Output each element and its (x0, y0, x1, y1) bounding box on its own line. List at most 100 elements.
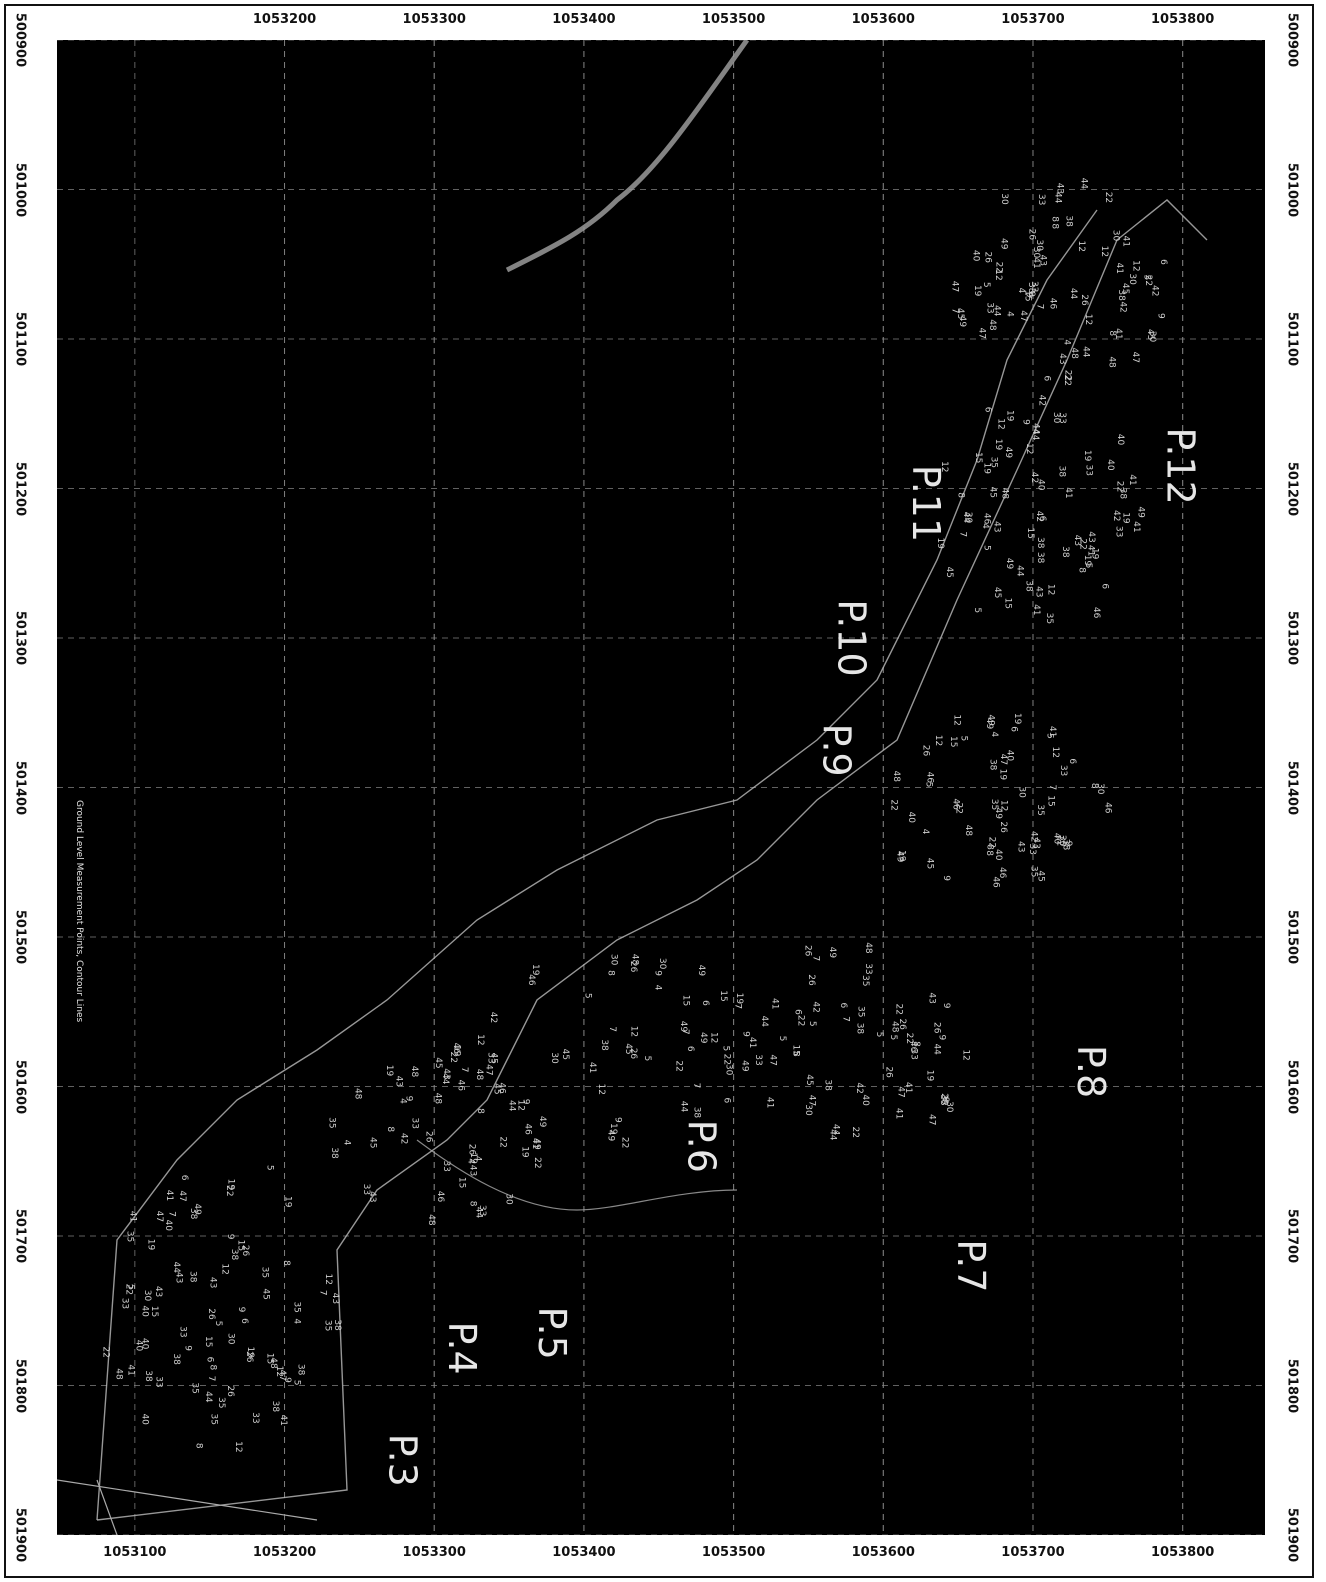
measurement-point: 48 (1069, 347, 1079, 359)
measurement-point: 4 (1061, 339, 1071, 345)
measurement-point: 7 (167, 1211, 177, 1217)
measurement-point: 26 (983, 252, 993, 264)
measurement-point: 26 (931, 1022, 941, 1034)
measurement-point: 19 (468, 1152, 478, 1164)
measurement-point: 22 (224, 1185, 234, 1196)
measurement-point: 33 (486, 1052, 496, 1063)
measurement-point: 46 (435, 1191, 445, 1203)
measurement-point: 42 (488, 1012, 498, 1023)
measurement-point: 26 (1027, 229, 1037, 241)
measurement-point: 47 (807, 1095, 817, 1106)
measurement-point: 30 (225, 1333, 235, 1345)
measurement-point: 9 (612, 1117, 622, 1123)
measurement-point: 47 (977, 328, 987, 339)
left-y-tick: 501900 (12, 1507, 28, 1563)
measurement-point: 43 (441, 1068, 451, 1079)
measurement-point: 30 (1034, 240, 1044, 252)
measurement-point: 15 (791, 1044, 801, 1055)
measurement-point: 49 (740, 1060, 750, 1072)
plot-label: P.11 (904, 465, 948, 542)
measurement-point: 43 (153, 1286, 163, 1297)
measurement-point: 49 (985, 714, 995, 726)
measurement-point: 38 (1035, 552, 1045, 564)
measurement-point: 12 (1130, 260, 1140, 271)
measurement-point: 12 (708, 1032, 718, 1043)
measurement-point: 41 (278, 1415, 288, 1426)
measurement-point: 22 (904, 1033, 914, 1044)
measurement-point: 6 (239, 1318, 249, 1324)
measurement-point: 12 (933, 735, 943, 746)
measurement-point: 19 (283, 1196, 293, 1208)
measurement-point: 45 (1145, 329, 1155, 340)
measurement-point: 49 (537, 1116, 547, 1128)
measurement-point: 47 (483, 1064, 493, 1075)
plot-boundary-inner (96, 209, 1098, 1521)
measurement-point: 46 (925, 772, 935, 784)
measurement-point: 6 (685, 1046, 695, 1052)
measurement-point: 48 (1106, 356, 1116, 368)
measurement-point: 40 (133, 1340, 143, 1352)
plot-label: P.8 (1069, 1045, 1113, 1098)
measurement-point: 9 (1155, 313, 1165, 319)
measurement-point: 19 (1121, 512, 1131, 524)
measurement-point: 5 (1141, 274, 1151, 280)
measurement-point: 44 (991, 305, 1001, 317)
right-y-tick: 501400 (1284, 760, 1300, 815)
plot-label: P.3 (380, 1434, 424, 1487)
measurement-point: 33 (1027, 843, 1037, 854)
plot-boundary (96, 199, 1208, 1521)
measurement-point: 43 (1054, 183, 1064, 194)
measurement-point: 33 (1057, 412, 1067, 423)
measurement-point: 22 (795, 1015, 805, 1026)
measurement-point: 33 (1058, 765, 1068, 776)
measurement-point: 44 (171, 1262, 181, 1274)
measurement-point: 6 (722, 1098, 732, 1104)
measurement-point: 30 (503, 1193, 513, 1205)
measurement-point: 7 (949, 308, 959, 314)
measurement-point: 7 (733, 1003, 743, 1009)
measurement-point: 30 (999, 193, 1009, 205)
measurement-point: 19 (734, 993, 744, 1005)
measurement-point: 35 (189, 1382, 199, 1393)
measurement-point: 30 (142, 1290, 152, 1302)
measurement-point: 8 (1077, 567, 1087, 573)
measurement-point: 44 (1081, 346, 1091, 358)
measurement-point: 45 (491, 1083, 501, 1094)
right-y-tick: 501600 (1284, 1059, 1300, 1114)
measurement-point: 22 (673, 1060, 683, 1071)
measurement-point: 48 (474, 1069, 484, 1081)
measurement-point: 8 (940, 1097, 950, 1103)
measurement-point: 22 (620, 1137, 630, 1148)
measurement-point: 33 (1036, 194, 1046, 205)
measurement-point: 41 (1031, 604, 1041, 615)
plot-label: P.4 (440, 1321, 484, 1374)
measurement-point: 7 (1047, 784, 1057, 790)
measurement-point: 12 (1099, 246, 1109, 257)
measurement-point: 45 (944, 566, 954, 577)
measurement-point: 48 (114, 1368, 124, 1380)
measurement-point: 47 (896, 1086, 906, 1097)
measurement-point: 46 (1103, 802, 1113, 814)
measurement-point: 12 (960, 1049, 970, 1060)
measurement-point: 6 (1158, 259, 1168, 265)
measurement-point: 5 (291, 1380, 301, 1386)
measurement-point: 33 (1029, 281, 1039, 292)
measurement-point: 49 (1003, 447, 1013, 459)
measurement-point: 41 (747, 1037, 757, 1048)
measurement-point: 46 (990, 876, 1000, 888)
measurement-point: 45 (1036, 870, 1046, 881)
measurement-point: 40 (860, 1094, 870, 1106)
measurement-point: 8 (385, 1126, 395, 1132)
measurement-point: 49 (895, 851, 905, 863)
measurement-point: 30 (944, 1101, 954, 1113)
measurement-point: 7 (957, 531, 967, 537)
measurement-point: 47 (998, 754, 1008, 765)
measurement-point: 46 (908, 1041, 918, 1053)
measurement-point: 49 (1135, 506, 1145, 518)
measurement-point: 42 (1028, 831, 1038, 842)
measurement-point: 5 (888, 1035, 898, 1041)
measurement-point: 12 (993, 269, 1003, 280)
contour-line (96, 1479, 118, 1535)
measurement-point: 41 (126, 1364, 136, 1375)
measurement-point: 19 (993, 439, 1003, 451)
